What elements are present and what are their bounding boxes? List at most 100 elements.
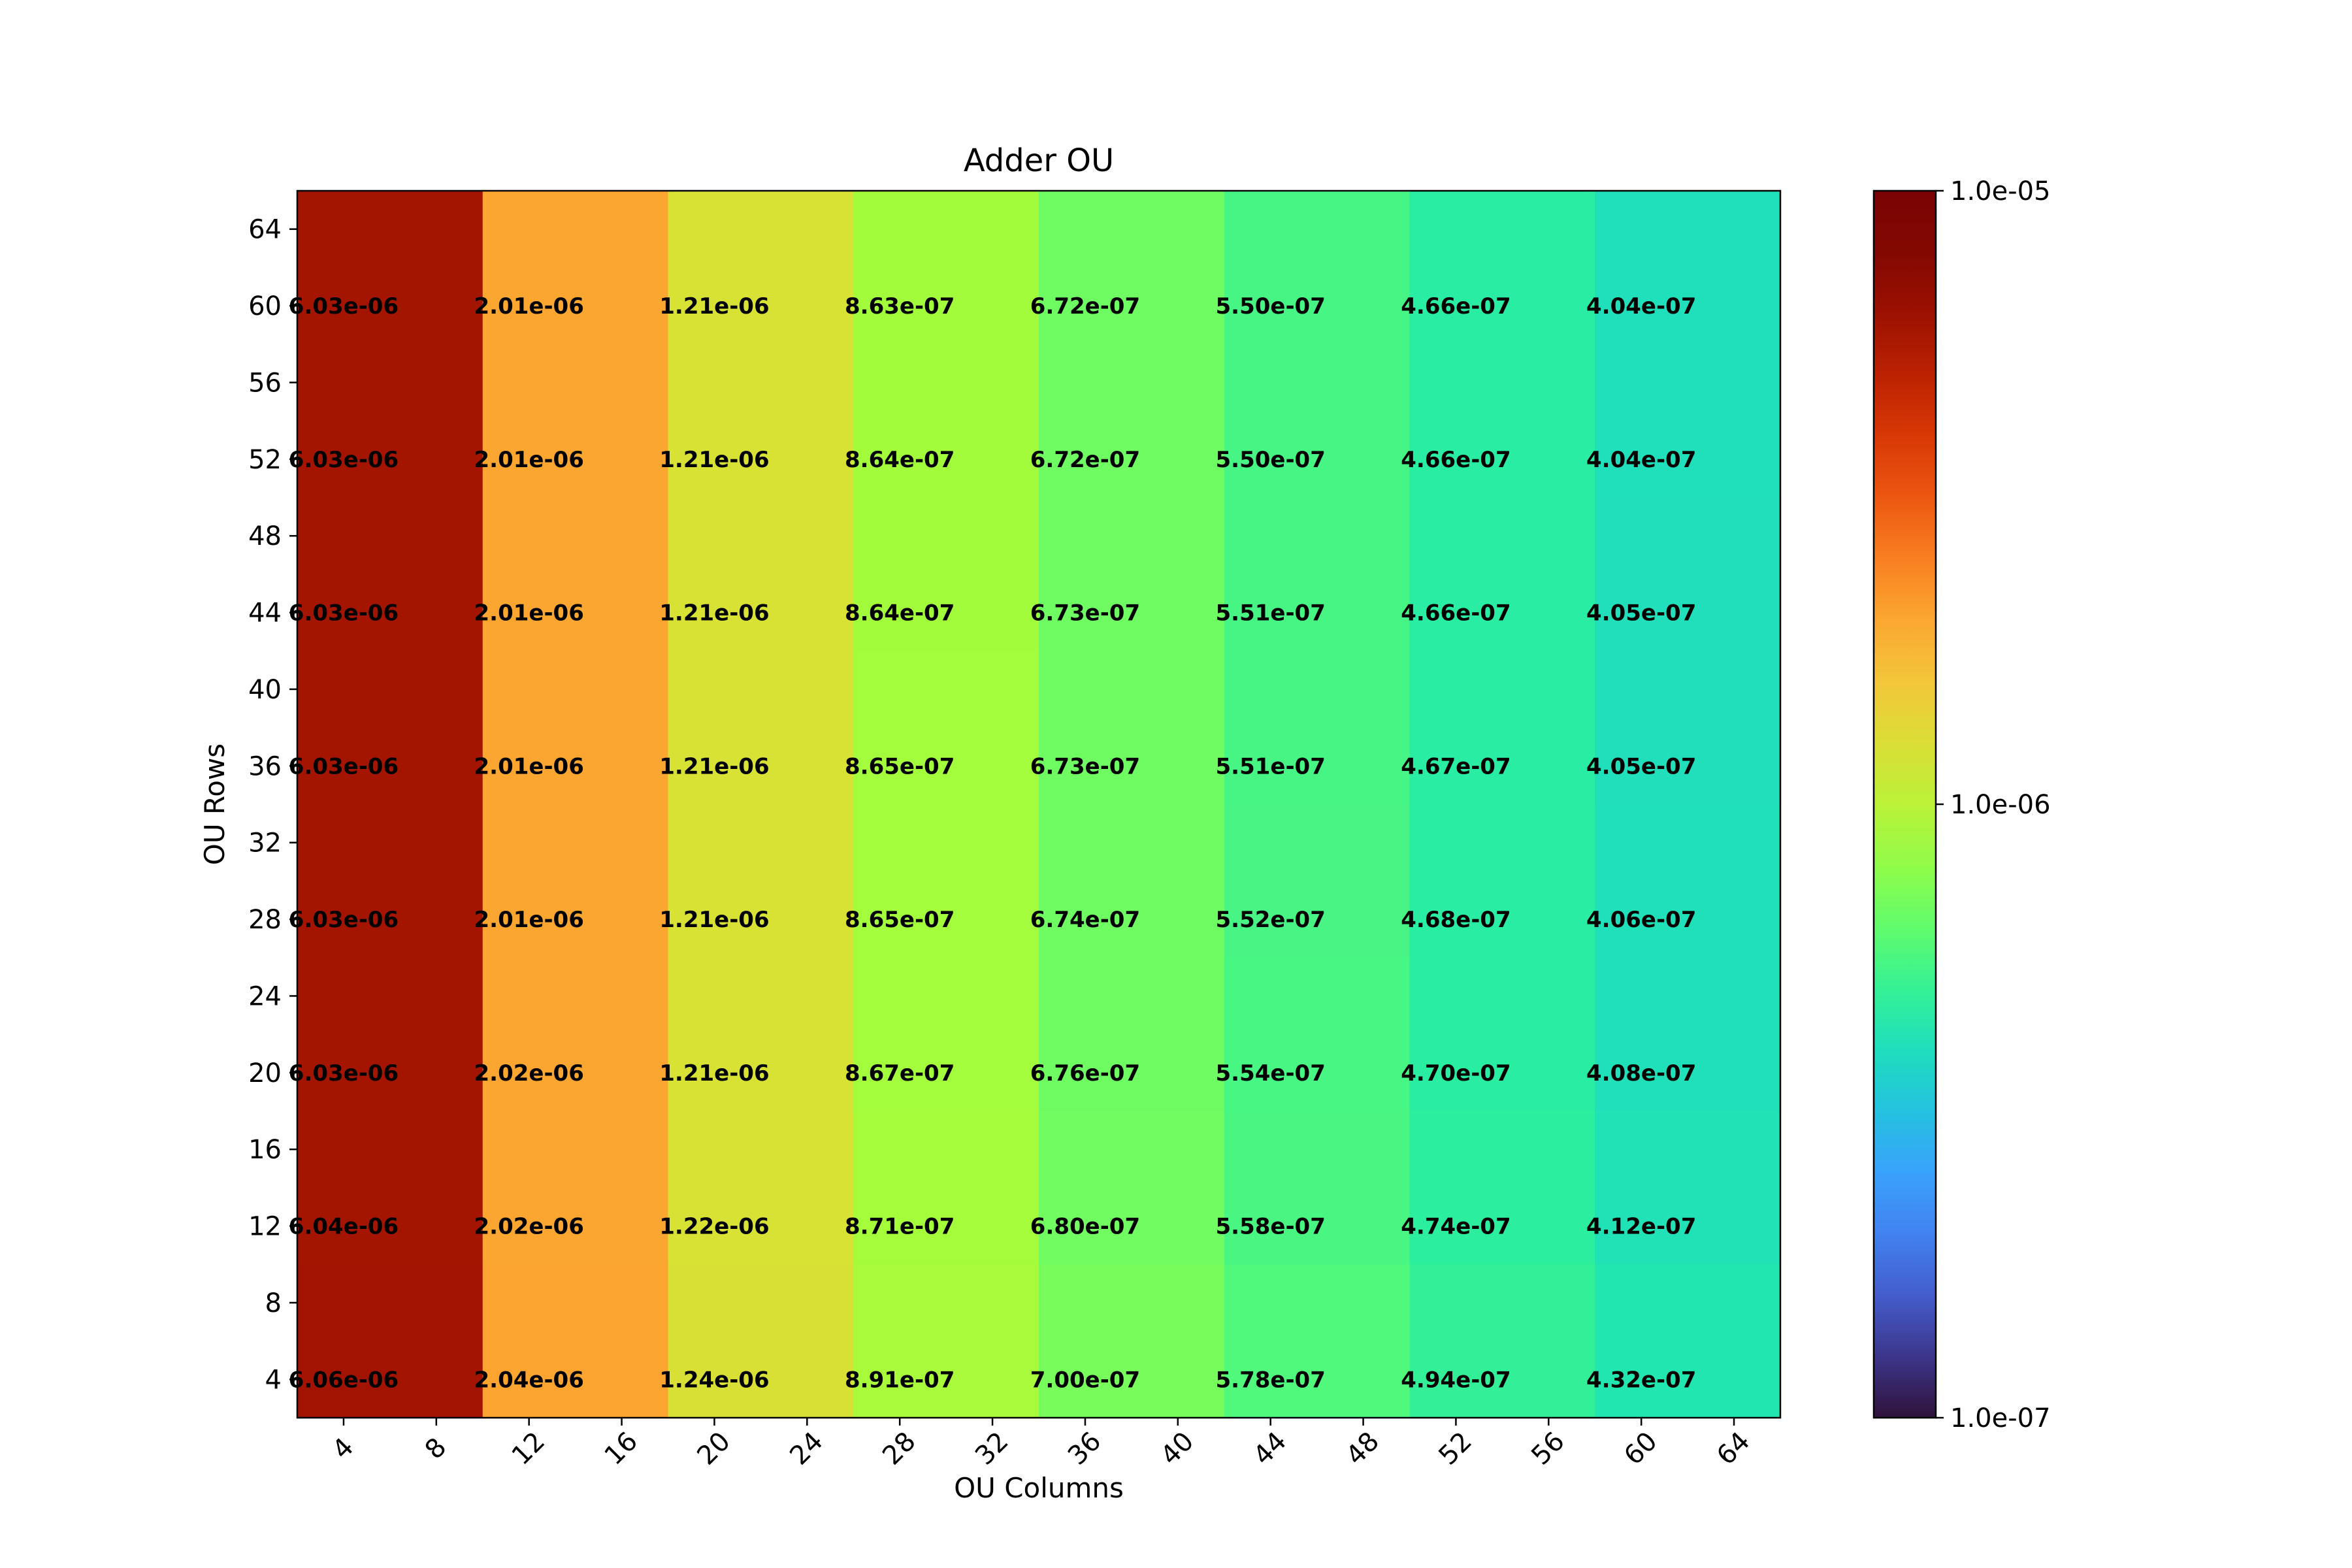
y-tick-label: 52 <box>248 445 282 475</box>
cell-value-label: 8.71e-07 <box>845 1214 955 1240</box>
heatmap-cell <box>483 804 668 958</box>
heatmap-cell <box>853 191 1039 344</box>
cell-value-label: 4.32e-07 <box>1586 1367 1696 1393</box>
heatmap-cell <box>483 344 668 498</box>
colorbar-tick-label: 1.0e-07 <box>1950 1403 2051 1433</box>
cell-value-label: 6.03e-06 <box>289 447 399 473</box>
y-axis-label: OU Rows <box>199 743 231 865</box>
heatmap-cell <box>668 498 854 651</box>
heatmap-cell <box>297 1264 483 1418</box>
heatmap-cell <box>1224 1111 1410 1265</box>
y-tick-label: 40 <box>248 675 282 705</box>
heatmap-cell <box>668 191 854 344</box>
colorbar-ticks: 1.0e-05 1.0e-06 1.0e-07 <box>1936 176 2051 1433</box>
heatmap-cell <box>297 651 483 804</box>
heatmap-cell <box>1224 344 1410 498</box>
cell-value-label: 6.73e-07 <box>1030 753 1140 779</box>
cell-value-label: 4.06e-07 <box>1586 907 1696 933</box>
cell-value-label: 8.65e-07 <box>845 907 955 933</box>
heatmap-cell <box>1595 804 1780 958</box>
x-tick-label: 44 <box>1248 1426 1293 1471</box>
cell-value-label: 8.64e-07 <box>845 600 955 627</box>
cell-value-label: 6.03e-06 <box>289 1060 399 1086</box>
heatmap-cell <box>1595 1111 1780 1265</box>
x-tick-label: 48 <box>1341 1426 1386 1471</box>
heatmap-cell <box>297 958 483 1111</box>
heatmap-cell <box>1224 191 1410 344</box>
cell-value-label: 4.74e-07 <box>1401 1214 1511 1240</box>
y-tick-label: 4 <box>265 1365 282 1395</box>
heatmap-cell <box>483 498 668 651</box>
x-tick-label: 64 <box>1711 1426 1756 1471</box>
heatmap-cell <box>483 1264 668 1418</box>
heatmap-cell <box>1039 498 1224 651</box>
cell-value-label: 1.24e-06 <box>659 1367 769 1393</box>
x-tick-label: 28 <box>877 1426 922 1471</box>
heatmap-cell <box>297 804 483 958</box>
heatmap-cell <box>297 344 483 498</box>
cell-value-label: 6.80e-07 <box>1030 1214 1140 1240</box>
x-tick-label: 60 <box>1618 1426 1663 1471</box>
cell-value-label: 8.64e-07 <box>845 447 955 473</box>
x-tick-label: 36 <box>1062 1426 1107 1471</box>
cell-value-label: 8.65e-07 <box>845 753 955 779</box>
cell-value-label: 1.21e-06 <box>659 293 769 319</box>
cell-value-label: 6.06e-06 <box>289 1367 399 1393</box>
cell-value-label: 2.01e-06 <box>474 600 584 627</box>
heatmap-cell <box>1595 651 1780 804</box>
heatmap-cell <box>297 498 483 651</box>
cell-value-label: 2.01e-06 <box>474 753 584 779</box>
x-tick-label: 40 <box>1155 1426 1200 1471</box>
x-tick-label: 20 <box>691 1426 736 1471</box>
cell-value-label: 4.04e-07 <box>1586 293 1696 319</box>
cell-value-label: 4.66e-07 <box>1401 447 1511 473</box>
heatmap-cell <box>668 958 854 1111</box>
cell-value-label: 6.03e-06 <box>289 907 399 933</box>
colorbar-tick-label: 1.0e-06 <box>1950 790 2051 820</box>
heatmap-cell <box>1039 191 1224 344</box>
y-tick-label: 56 <box>248 368 282 398</box>
cell-value-label: 6.72e-07 <box>1030 447 1140 473</box>
heatmap-cell <box>1595 1264 1780 1418</box>
heatmap-cell <box>1039 1111 1224 1265</box>
heatmap-cell <box>1410 498 1595 651</box>
cell-value-label: 4.68e-07 <box>1401 907 1511 933</box>
heatmap-cell <box>483 191 668 344</box>
heatmap-cell <box>1410 1111 1595 1265</box>
heatmap-cell <box>668 1111 854 1265</box>
y-tick-label: 24 <box>248 981 282 1011</box>
heatmap-cell <box>1410 1264 1595 1418</box>
cell-value-label: 1.21e-06 <box>659 600 769 627</box>
heatmap-cell <box>1410 344 1595 498</box>
cell-value-label: 8.67e-07 <box>845 1060 955 1086</box>
heatmap-cell <box>297 191 483 344</box>
heatmap-cell <box>668 1264 854 1418</box>
heatmap-cell <box>1595 191 1780 344</box>
cell-value-label: 6.03e-06 <box>289 753 399 779</box>
x-tick-label: 4 <box>327 1432 360 1465</box>
heatmap-cell <box>1039 344 1224 498</box>
x-tick-label: 24 <box>784 1426 829 1471</box>
cell-value-label: 4.12e-07 <box>1586 1214 1696 1240</box>
chart-title: Adder OU <box>964 142 1114 179</box>
y-tick-label: 16 <box>248 1135 282 1165</box>
cell-value-label: 6.72e-07 <box>1030 293 1140 319</box>
y-tick-label: 48 <box>248 521 282 551</box>
cell-value-label: 4.05e-07 <box>1586 600 1696 627</box>
cell-value-label: 6.73e-07 <box>1030 600 1140 627</box>
y-tick-label: 20 <box>248 1058 282 1088</box>
x-tick-label: 16 <box>599 1426 644 1471</box>
heatmap-cell <box>853 651 1039 804</box>
cell-value-label: 7.00e-07 <box>1030 1367 1140 1393</box>
cell-value-label: 2.01e-06 <box>474 907 584 933</box>
cell-value-label: 5.78e-07 <box>1216 1367 1326 1393</box>
y-tick-label: 32 <box>248 828 282 858</box>
x-axis-ticks: 4 8 12 16 20 24 28 32 36 40 44 48 52 56 60 64 <box>327 1418 1756 1471</box>
y-tick-label: 64 <box>248 215 282 245</box>
cell-value-label: 2.04e-06 <box>474 1367 584 1393</box>
y-tick-label: 8 <box>265 1288 282 1318</box>
heatmap-cell <box>1410 651 1595 804</box>
cell-value-label: 4.67e-07 <box>1401 753 1511 779</box>
heatmap-cell <box>483 651 668 804</box>
